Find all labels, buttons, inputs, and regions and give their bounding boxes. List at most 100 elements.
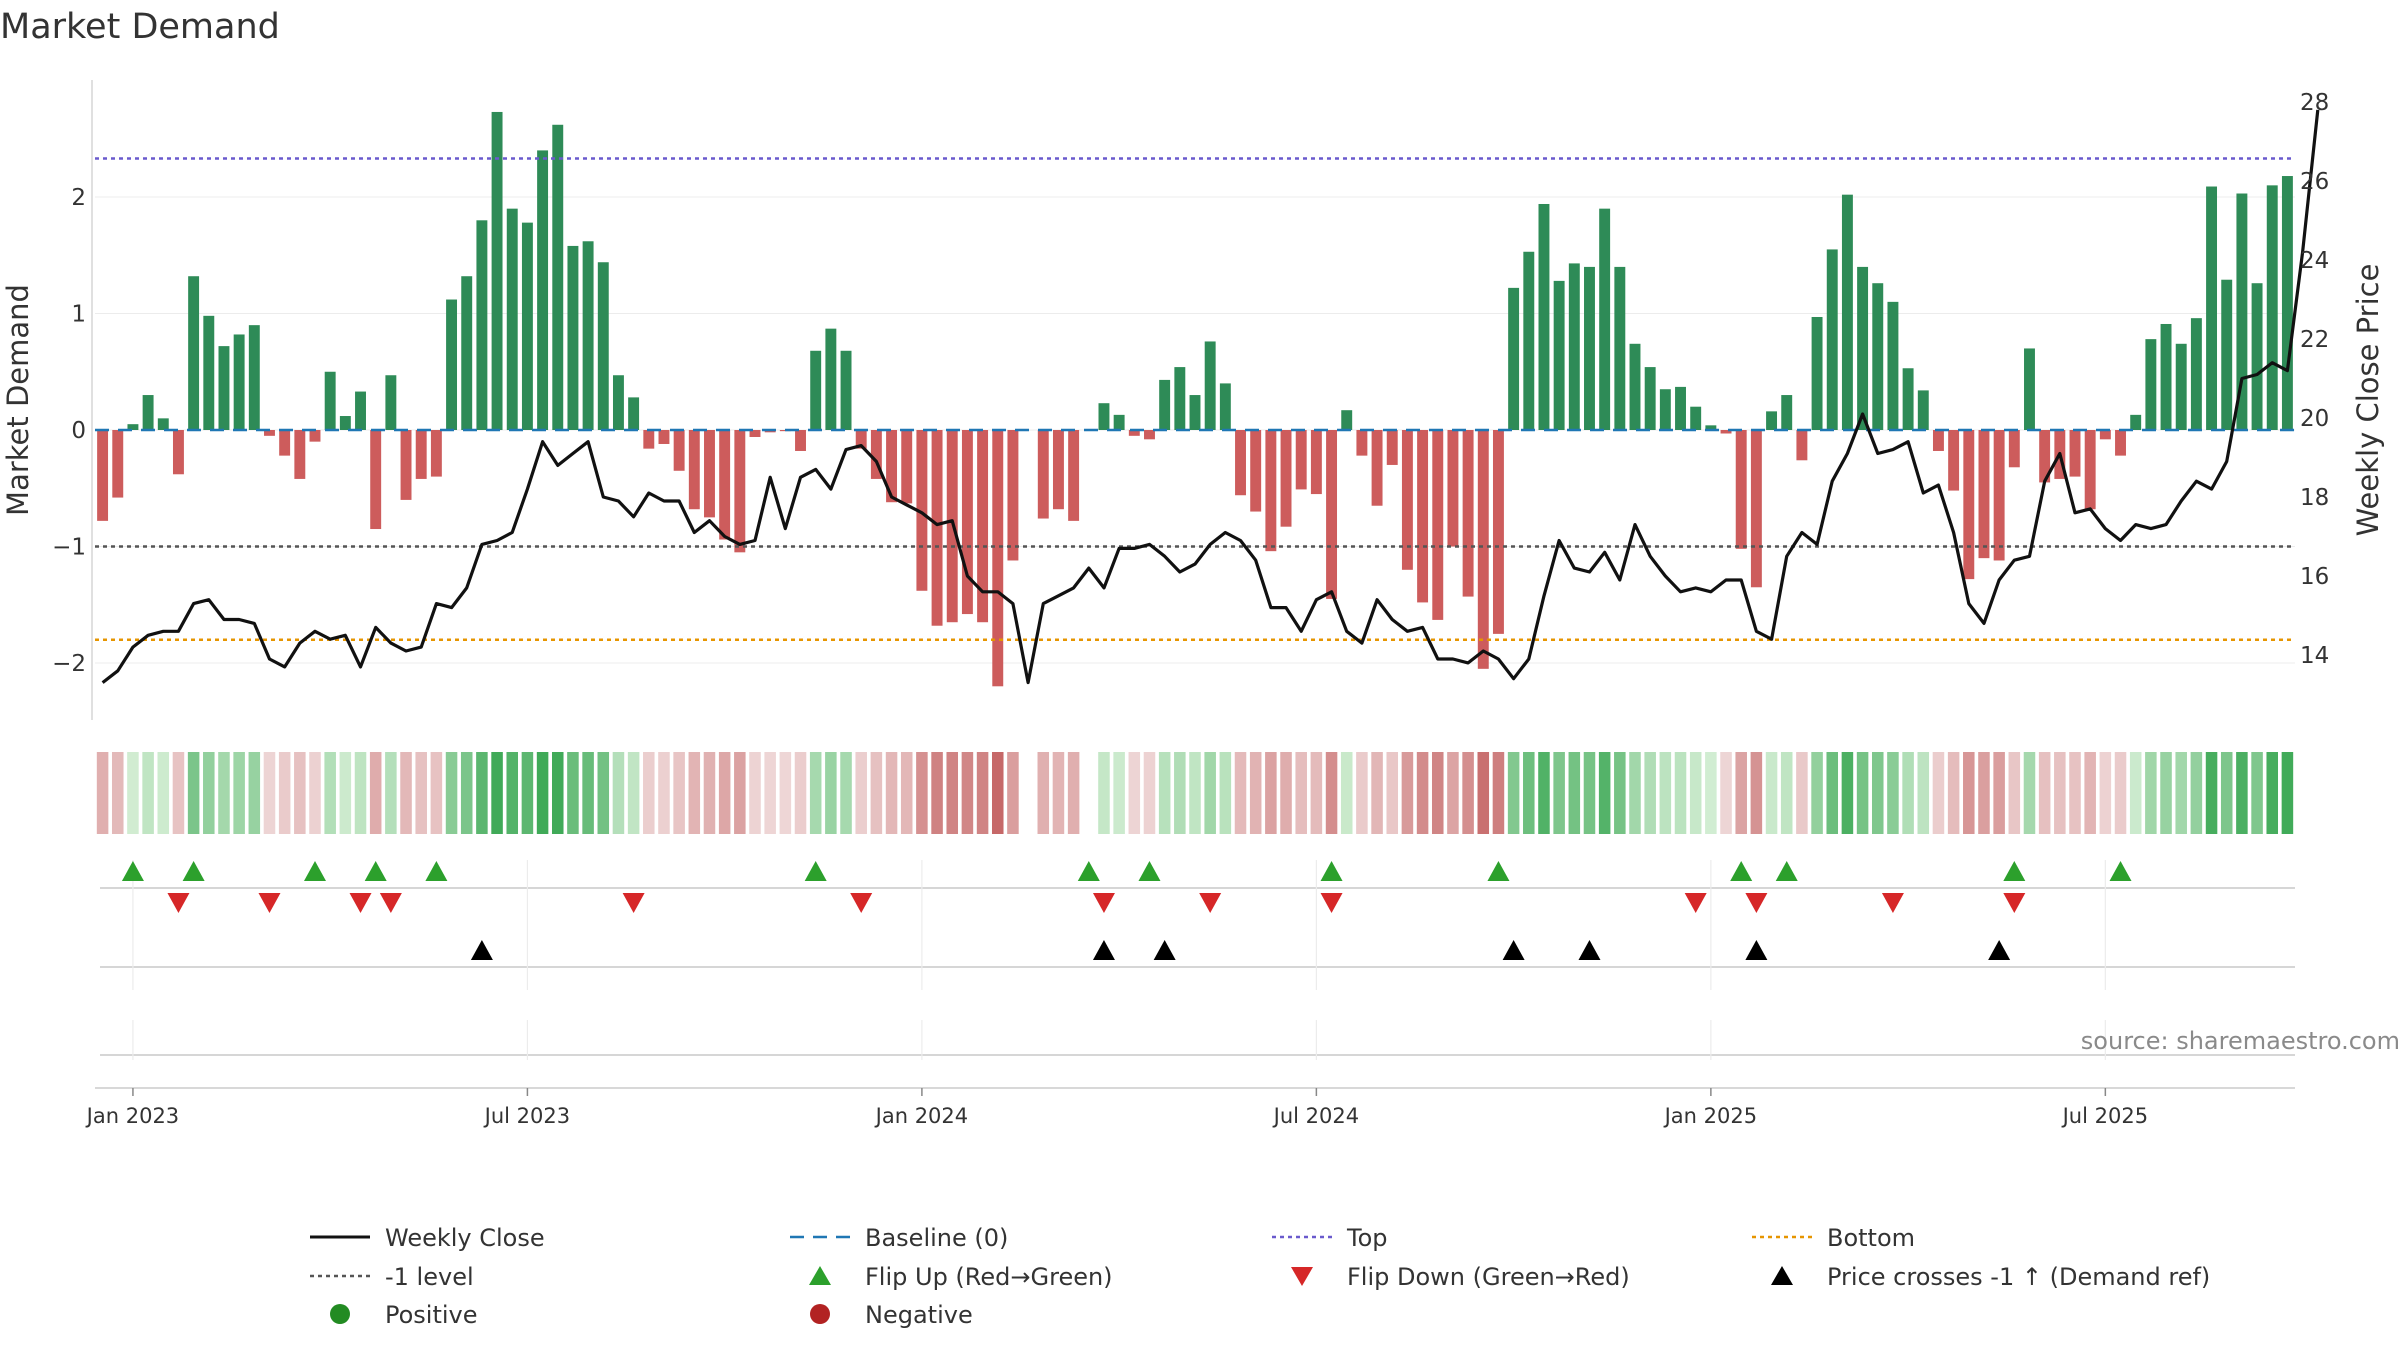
negative-demand-bar (2069, 430, 2081, 477)
source-note: source: sharemaestro.com (2081, 1027, 2400, 1055)
heat-strip-cell (187, 752, 200, 834)
positive-demand-bar (2251, 283, 2263, 430)
flip-down-marker (379, 893, 402, 913)
heat-strip-cell (415, 752, 427, 834)
heat-strip-cell (142, 752, 154, 834)
flip-down-marker (850, 893, 873, 913)
positive-demand-bar (2266, 185, 2278, 430)
heat-strip-cell (1523, 752, 1535, 834)
negative-demand-bar (2099, 430, 2111, 440)
heat-strip-cell (445, 752, 458, 834)
legend-item: Bottom (1752, 1224, 1915, 1252)
heat-strip-cell (309, 752, 321, 834)
positive-demand-bar (1584, 266, 1595, 430)
flip-down-marker (622, 893, 645, 913)
legend: Weekly Close Baseline (0) Top Bottom -1 leve… (310, 1224, 2210, 1329)
heat-strip-cell (1158, 752, 1171, 834)
heat-strip-cell (567, 752, 579, 834)
legend-item: Positive (330, 1301, 478, 1329)
heat-strip-cell (278, 752, 291, 834)
negative-demand-bar (1417, 430, 1429, 603)
positive-demand-bar (567, 245, 579, 430)
heat-strip-cell (688, 752, 701, 834)
negative-demand-bar (1401, 430, 1413, 570)
positive-demand-bar (355, 391, 366, 430)
left-y-tick-label: 0 (71, 418, 86, 444)
positive-demand-bar (2236, 193, 2248, 430)
heat-strip-cell (749, 752, 761, 834)
heat-strip-cell (2175, 752, 2187, 834)
negative-demand-bar (1932, 430, 1944, 451)
heat-strip-cell (1826, 752, 1839, 834)
legend-item: Flip Up (Red→Green) (809, 1263, 1113, 1291)
positive-demand-bar (127, 424, 139, 430)
flip-up-marker (1730, 861, 1753, 881)
heat-strip-cell (1902, 752, 1914, 834)
heat-strip-cell (127, 752, 139, 834)
positive-demand-bar (1917, 390, 1929, 430)
heat-strip-cell (1750, 752, 1763, 834)
negative-demand-bar (1128, 430, 1140, 436)
negative-demand-bar (2084, 430, 2096, 510)
heat-strip-cell (1947, 752, 1960, 834)
heat-strip-cell (521, 752, 534, 834)
right-y-ticks: 28 26 24 22 20 18 16 14 (2300, 90, 2329, 669)
positive-demand-bar (1659, 389, 1671, 430)
negative-demand-bar (870, 430, 882, 479)
positive-demand-bar (1159, 379, 1171, 430)
positive-demand-bar (1826, 249, 1838, 430)
heat-strip-cell (1356, 752, 1368, 834)
flip-down-marker (1745, 893, 1768, 913)
heat-strip-cell (885, 752, 898, 834)
flip-up-marker (304, 861, 326, 881)
heat-strip-cell (203, 752, 215, 834)
heat-strip-cell (1189, 752, 1201, 834)
heat-strip-cell (718, 752, 731, 834)
legend-item: -1 level (310, 1263, 474, 1291)
heat-strip-cell (1007, 752, 1019, 834)
negative-demand-bar (901, 430, 913, 504)
right-y-tick-label: 28 (2300, 90, 2329, 116)
positive-demand-bar (233, 334, 245, 430)
positive-demand-bar (1811, 316, 1823, 430)
heat-strip-cell (1280, 752, 1292, 834)
heat-strip-cell (2129, 752, 2142, 834)
negative-demand-bar (961, 430, 973, 615)
heat-strip-cell (825, 752, 837, 834)
heat-strip-cell (1796, 752, 1808, 834)
heat-strip-cell (1310, 752, 1323, 834)
negative-demand-bar (931, 430, 943, 626)
positive-demand-bar (2145, 339, 2157, 430)
heat-strip-cell (1234, 752, 1247, 834)
negative-demand-bar (1386, 430, 1398, 465)
x-axis-ticks: Jan 2023 Jul 2023 Jan 2024 Jul 2024 Jan 2025… (85, 1088, 2148, 1128)
heat-strip-cell (734, 752, 746, 834)
heat-strip-cell (1538, 752, 1550, 834)
heat-strip-cell (794, 752, 807, 834)
heat-strip-cell (1143, 752, 1156, 834)
negative-demand-bar (1948, 430, 1960, 491)
positive-demand-bar (1538, 203, 1550, 430)
heat-strip-cell (1993, 752, 2005, 834)
negative-demand-bar (1432, 430, 1444, 620)
positive-demand-bar (2206, 186, 2218, 430)
heat-strip-cell (1614, 752, 1626, 834)
heat-strip-cell (1932, 752, 1945, 834)
heat-strip-cell (1841, 752, 1854, 834)
heat-strip-cell (1492, 752, 1505, 834)
positive-demand-bar (1841, 194, 1853, 430)
heat-strip-cell (324, 752, 336, 834)
positive-demand-bar (1174, 367, 1186, 430)
negative-demand-bar (370, 430, 382, 530)
heat-strip-cell (1735, 752, 1747, 834)
left-y-axis-label: Market Demand (1, 284, 35, 516)
positive-demand-bar (385, 375, 397, 430)
heat-strip-cell (1887, 752, 1899, 834)
heat-strip-cell (218, 752, 230, 834)
heat-strip-cell (1689, 752, 1702, 834)
price-cross-marker (1092, 940, 1115, 960)
heat-strip-cell (582, 752, 594, 834)
positive-demand-bar (1675, 386, 1686, 430)
flip-up-marker (182, 861, 205, 881)
positive-demand-bar (2190, 318, 2202, 430)
